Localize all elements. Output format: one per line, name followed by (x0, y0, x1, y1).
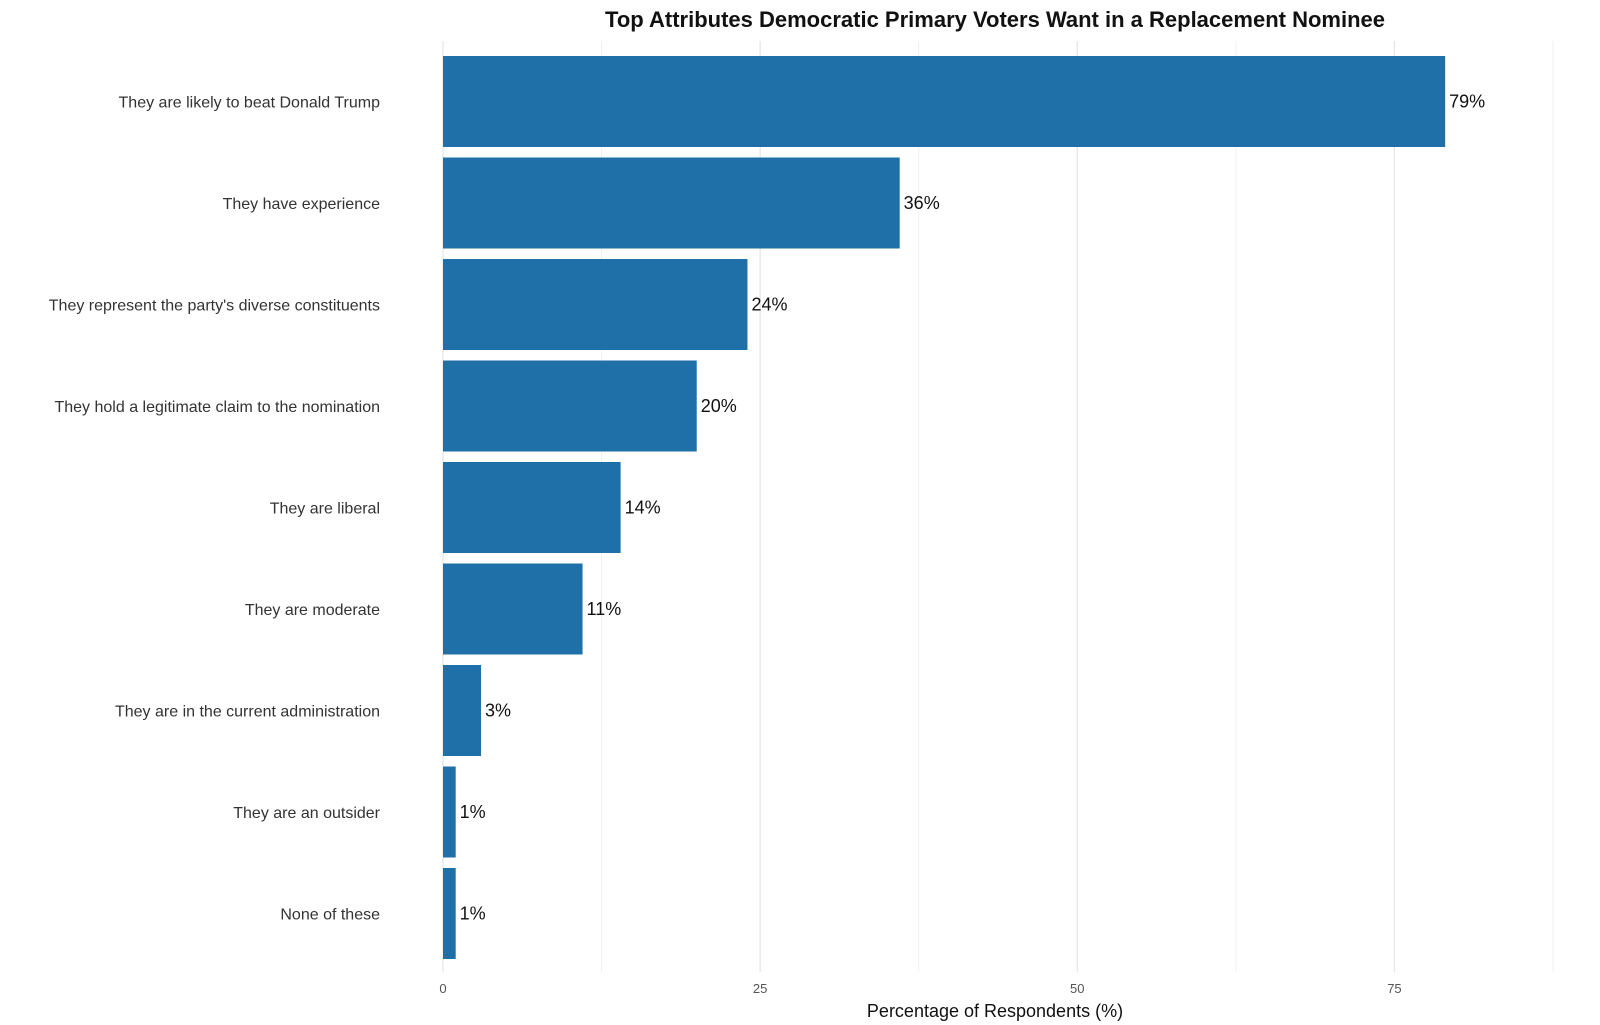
value-label: 1% (460, 802, 486, 822)
bar (443, 157, 900, 249)
category-label: They are likely to beat Donald Trump (119, 95, 381, 112)
bar (443, 868, 456, 959)
x-tick-label: 50 (1070, 981, 1084, 996)
category-label: They are moderate (245, 602, 380, 619)
x-tick-label: 75 (1387, 981, 1401, 996)
value-label: 1% (460, 904, 486, 924)
chart-title: Top Attributes Democratic Primary Voters… (605, 7, 1385, 32)
bar (443, 563, 583, 655)
category-label: They represent the party's diverse const… (49, 298, 380, 315)
category-label: They hold a legitimate claim to the nomi… (54, 399, 380, 416)
x-tick-label: 25 (753, 981, 767, 996)
category-label: They are in the current administration (115, 704, 380, 721)
category-label: They are liberal (270, 501, 380, 518)
bar (443, 56, 1446, 147)
value-label: 11% (587, 599, 622, 619)
bar (443, 462, 621, 553)
value-label: 3% (485, 701, 511, 721)
value-label: 79% (1449, 92, 1485, 112)
label-layer: 0 25 50 75 79% They are likely to beat Donald… (49, 92, 1485, 997)
value-label: 36% (904, 193, 940, 213)
bar (443, 360, 697, 452)
bar (443, 766, 456, 858)
x-tick-label: 0 (439, 981, 446, 996)
value-label: 20% (701, 396, 737, 416)
x-axis-title: Percentage of Respondents (%) (867, 1001, 1123, 1021)
value-label: 24% (751, 295, 787, 315)
value-label: 14% (625, 498, 661, 518)
category-label: They are an outsider (233, 805, 380, 822)
bar-layer (443, 56, 1446, 959)
bar (443, 259, 748, 350)
category-label: They have experience (223, 196, 381, 213)
bar (443, 665, 482, 756)
category-label: None of these (280, 907, 380, 924)
